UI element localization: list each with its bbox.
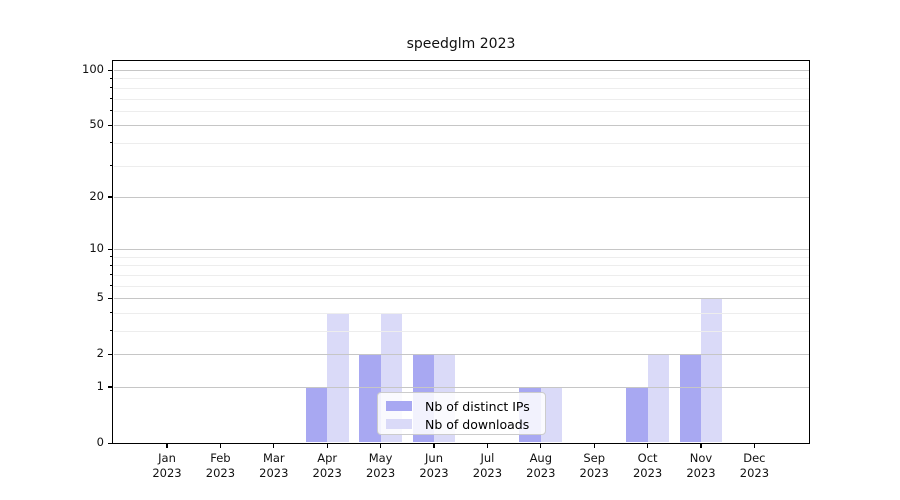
minor-gridline — [114, 98, 809, 100]
bar-downloads — [540, 386, 563, 442]
x-tick-label: Apr 2023 — [312, 451, 342, 480]
chart-title: speedglm 2023 — [406, 36, 516, 52]
legend-item-distinct-ips: Nb of distinct IPs — [378, 397, 545, 415]
bar-distinct-ips — [679, 354, 701, 442]
y-tick-label: 0 — [96, 435, 104, 449]
x-tick-mark — [593, 444, 595, 448]
y-tick-label: 20 — [89, 188, 104, 203]
minor-gridline — [114, 78, 809, 80]
y-tick-mark — [108, 297, 113, 299]
minor-gridline — [114, 87, 809, 89]
y-tick-label: 50 — [89, 117, 104, 132]
x-tick-label: Feb 2023 — [205, 451, 236, 480]
minor-gridline — [114, 274, 809, 276]
y-tick-mark — [108, 248, 113, 250]
major-gridline — [114, 386, 809, 388]
y-tick-label: 1 — [96, 378, 104, 393]
minor-gridline — [114, 312, 809, 314]
y-tick-label: 2 — [96, 346, 104, 361]
legend-label-downloads: Nb of downloads — [425, 416, 530, 432]
y-tick-mark — [108, 442, 113, 444]
x-tick-label: Mar 2023 — [259, 451, 289, 480]
x-tick-mark — [273, 444, 275, 448]
minor-gridline — [114, 330, 809, 332]
x-tick-mark — [326, 444, 328, 448]
legend: Nb of distinct IPs Nb of downloads — [377, 392, 546, 435]
bar-downloads — [701, 298, 723, 442]
y-minor-tick-mark — [110, 274, 113, 276]
y-tick-mark — [108, 69, 113, 71]
major-gridline — [114, 354, 809, 356]
y-minor-tick-mark — [110, 285, 113, 287]
x-tick-mark — [700, 444, 702, 448]
x-tick-label: Jun 2023 — [419, 451, 449, 480]
x-tick-label: Aug 2023 — [526, 451, 556, 480]
x-tick-label: Jul 2023 — [472, 451, 503, 480]
x-tick-mark — [486, 444, 488, 448]
y-minor-tick-mark — [110, 110, 113, 112]
bar-distinct-ips — [626, 386, 648, 442]
bar-distinct-ips — [305, 386, 328, 442]
major-gridline — [114, 298, 809, 300]
y-tick-mark — [108, 386, 113, 388]
minor-gridline — [114, 256, 809, 258]
x-tick-mark — [753, 444, 755, 448]
x-tick-mark — [647, 444, 649, 448]
y-tick-mark — [108, 196, 113, 198]
major-gridline — [114, 196, 809, 198]
y-tick-label: 5 — [96, 290, 104, 305]
x-tick-label: Dec 2023 — [739, 451, 770, 480]
y-tick-label: 10 — [89, 241, 104, 256]
y-tick-mark — [108, 124, 113, 126]
minor-gridline — [114, 142, 809, 144]
x-tick-label: Oct 2023 — [632, 451, 663, 480]
x-tick-label: Jan 2023 — [152, 451, 182, 480]
y-minor-tick-mark — [110, 142, 113, 144]
y-tick-mark — [108, 353, 113, 355]
bar-downloads — [327, 312, 349, 442]
y-minor-tick-mark — [110, 87, 113, 89]
y-minor-tick-mark — [110, 264, 113, 266]
y-minor-tick-mark — [110, 165, 113, 166]
bar-distinct-ips — [359, 354, 381, 442]
x-tick-label: Sep 2023 — [579, 451, 609, 480]
bar-downloads — [647, 354, 669, 442]
y-minor-tick-mark — [110, 330, 113, 332]
y-minor-tick-mark — [110, 77, 113, 79]
minor-gridline — [114, 165, 809, 167]
x-tick-mark — [433, 444, 435, 448]
major-gridline — [114, 125, 809, 127]
major-gridline — [114, 249, 809, 251]
y-minor-tick-mark — [110, 312, 113, 314]
minor-gridline — [114, 110, 809, 112]
x-tick-label: May 2023 — [365, 451, 396, 480]
major-gridline — [114, 70, 809, 72]
legend-label-distinct-ips: Nb of distinct IPs — [425, 398, 530, 414]
y-minor-tick-mark — [110, 256, 113, 258]
x-tick-mark — [219, 444, 221, 448]
legend-item-downloads: Nb of downloads — [378, 415, 545, 433]
minor-gridline — [114, 265, 809, 267]
x-tick-label: Nov 2023 — [686, 451, 716, 480]
y-tick-label: 100 — [82, 62, 104, 77]
y-minor-tick-mark — [110, 98, 113, 100]
x-tick-mark — [380, 444, 382, 448]
x-tick-mark — [166, 444, 168, 448]
x-tick-mark — [540, 444, 542, 448]
legend-swatch-downloads-icon — [386, 419, 412, 429]
minor-gridline — [114, 285, 809, 287]
legend-swatch-distinct-ips-icon — [386, 401, 412, 411]
